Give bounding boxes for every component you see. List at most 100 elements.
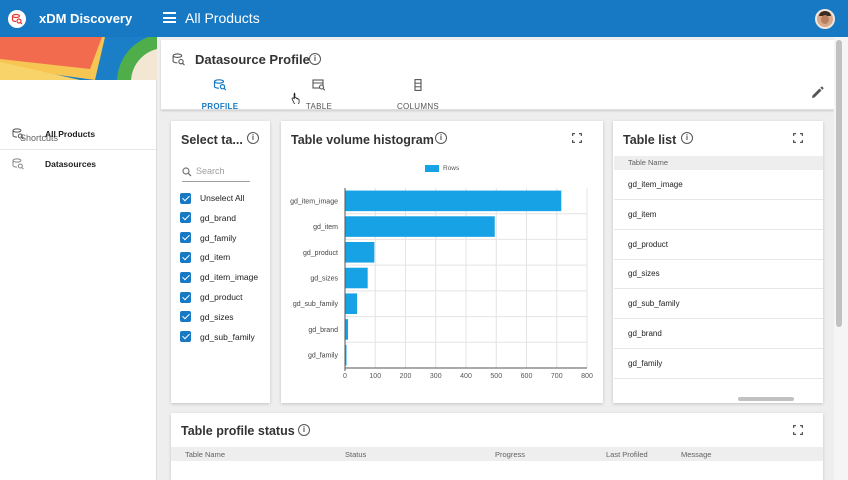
search-icon [182,167,192,177]
info-icon[interactable]: i [681,132,693,144]
table-list-row[interactable]: gd_item [614,200,823,230]
x-tick-label: 100 [369,373,381,380]
top-app-bar: xDM Discovery All Products [0,0,848,37]
datasource-profile-header: Datasource Profile i PROFILE TABLE COLUM… [161,40,834,111]
horizontal-scrollbar[interactable] [738,397,794,401]
hand-cursor-icon [291,92,300,104]
checkbox-checked-icon[interactable] [180,232,191,244]
checkbox-checked-icon[interactable] [180,331,191,343]
select-tables-card: Select ta... i Unselect All gd_brand gd_fa… [171,121,270,403]
table-checkbox-row[interactable]: gd_brand [180,210,236,226]
x-tick-label: 300 [430,373,442,380]
tab-label: TABLE [305,102,333,111]
brand[interactable]: xDM Discovery [0,0,157,37]
table-profile-status-card: Table profile status i Table Name Status… [171,413,823,480]
checkbox-label: gd_sub_family [200,331,255,342]
column-header-message[interactable]: Message [681,450,712,459]
x-tick-label: 400 [460,373,472,380]
checkbox-checked-icon[interactable] [180,271,191,283]
search-input[interactable] [196,166,250,176]
checkbox-label: Unselect All [200,193,245,203]
info-icon[interactable]: i [309,53,321,65]
checkbox-label: gd_item [200,252,231,263]
fullscreen-icon[interactable] [793,133,803,143]
x-tick-label: 800 [581,373,593,380]
tab-label: COLUMNS [396,102,440,111]
profile-status-table-header: Table Name Status Progress Last Profiled… [171,447,823,461]
legend-swatch [425,165,439,172]
column-header-progress[interactable]: Progress [495,450,526,459]
tab-profile[interactable]: PROFILE [175,78,265,111]
sidebar-banner [0,37,157,80]
table-checkbox-row[interactable]: gd_family [180,230,236,246]
histogram-bar[interactable] [345,267,368,289]
table-volume-histogram-card: Table volume histogram i Rows 0 100 200 300… [281,121,603,403]
histogram-bar[interactable] [345,242,375,263]
select-tables-title: Select ta... [181,133,243,147]
table-list-row[interactable]: gd_brand [614,319,823,349]
sidebar: Shortcuts All Products Datasources [0,37,157,480]
y-category-label: gd_sub_family [293,301,339,308]
checkbox-label: gd_product [200,292,243,302]
histogram-bar[interactable] [345,344,347,366]
histogram-bar[interactable] [345,190,562,212]
checkbox-checked-icon[interactable] [180,311,191,323]
hamburger-menu-icon[interactable] [163,12,176,23]
checkbox-checked-icon[interactable] [180,251,191,263]
vertical-scrollbar-thumb[interactable] [836,40,842,327]
table-list-row[interactable]: gd_family [614,349,823,379]
page-title: All Products [185,10,260,26]
sidebar-item-label: All Products [45,129,96,139]
legend-label: Rows [443,165,460,172]
tab-table[interactable]: TABLE [274,78,364,111]
table-checkbox-row[interactable]: gd_item_image [180,269,258,285]
column-header-last-profiled[interactable]: Last Profiled [606,450,648,459]
checkbox-checked-icon[interactable] [180,212,191,224]
chart-legend[interactable]: Rows [425,165,459,172]
y-category-label: gd_sizes [310,276,338,283]
table-checkbox-row[interactable]: gd_sub_family [180,329,255,345]
user-avatar[interactable] [815,9,835,29]
table-list-title: Table list [623,133,677,147]
histogram-bar[interactable] [345,293,358,314]
histogram-chart: 0 100 200 300 400 500 600 700 800 gd_item_imagegd… [290,188,593,380]
x-tick-label: 0 [343,373,347,380]
datasource-search-icon [12,128,24,140]
histogram-bar[interactable] [345,216,495,237]
table-column-header[interactable]: Table Name [614,156,823,170]
sidebar-item-datasources[interactable]: Datasources [0,150,156,178]
histogram-title: Table volume histogram [291,133,434,147]
sidebar-item-all-products[interactable]: All Products [0,120,156,148]
divider [0,149,156,150]
checkbox-checked-icon[interactable] [180,192,191,204]
table-search-icon [312,79,326,91]
checkbox-checked-icon[interactable] [180,291,191,303]
info-icon[interactable]: i [298,424,310,436]
search-box [182,165,250,182]
y-category-label: gd_product [303,250,338,257]
column-header-status[interactable]: Status [345,450,367,459]
table-list-row[interactable]: gd_product [614,230,823,260]
edit-pencil-icon[interactable] [811,86,824,99]
table-list-row[interactable]: gd_item_image [614,170,823,200]
sidebar-item-label: Datasources [45,159,97,169]
table-list-row[interactable]: gd_sub_family [614,289,823,320]
x-tick-label: 700 [551,373,563,380]
table-checkbox-row[interactable]: gd_product [180,289,243,305]
info-icon[interactable]: i [247,132,259,144]
info-icon[interactable]: i [435,132,447,144]
tab-columns[interactable]: COLUMNS [373,78,463,111]
table-checkbox-row[interactable]: gd_item [180,249,230,265]
x-tick-label: 200 [400,373,412,380]
table-checkbox-row[interactable]: gd_sizes [180,309,234,325]
table-checkbox-row[interactable]: Unselect All [180,190,244,206]
column-header-table-name[interactable]: Table Name [185,450,226,459]
checkbox-label: gd_brand [200,212,236,223]
datasource-profile-title: Datasource Profile [195,52,310,67]
table-list-row[interactable]: gd_sizes [614,259,823,290]
histogram-bar[interactable] [345,319,349,340]
fullscreen-icon[interactable] [572,133,582,143]
fullscreen-icon[interactable] [793,425,803,435]
checkbox-label: gd_item_image [200,272,259,283]
shortcuts-title: Shortcuts [20,133,59,143]
